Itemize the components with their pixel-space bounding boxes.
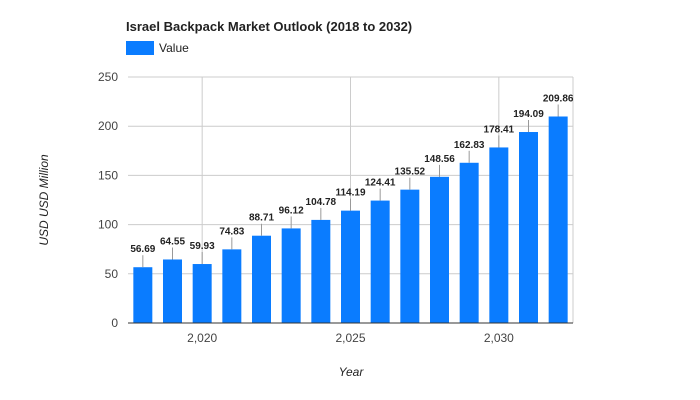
bar	[519, 132, 538, 323]
data-label: 194.09	[513, 109, 544, 120]
bar	[489, 147, 509, 323]
data-label: 88.71	[249, 213, 274, 224]
data-label: 96.12	[279, 205, 304, 216]
bar	[192, 264, 212, 323]
data-label: 209.86	[543, 93, 574, 104]
y-axis-title: USD USD Million	[37, 154, 51, 246]
data-label: 148.56	[424, 154, 455, 165]
data-labels: 56.69 64.55 59.93 74.83 88.71 96.12104.78114.…	[130, 93, 574, 268]
data-label: 64.55	[160, 236, 185, 247]
legend-label: Value	[159, 41, 189, 55]
x-tick-label: 2,025	[335, 331, 365, 345]
bar	[281, 228, 301, 323]
y-tick-label: 100	[98, 218, 118, 232]
data-label: 162.83	[454, 140, 485, 151]
bar	[370, 200, 390, 323]
data-label: 56.69	[130, 244, 155, 255]
bar	[133, 267, 153, 323]
data-label: 178.41	[484, 124, 515, 135]
bars	[133, 116, 568, 323]
bar	[459, 162, 479, 323]
y-tick-label: 50	[105, 267, 119, 281]
axes: 0 50 100 150 200 250 2,020 2,025 2,030	[98, 70, 573, 345]
y-tick-label: 0	[111, 316, 118, 330]
data-label: 135.52	[395, 167, 426, 178]
bar	[341, 210, 360, 323]
bar	[311, 219, 331, 323]
bar	[430, 176, 449, 323]
legend[interactable]: Value	[126, 41, 189, 55]
chart-title: Israel Backpack Market Outlook (2018 to …	[126, 19, 412, 34]
bar	[400, 189, 420, 323]
y-tick-label: 200	[98, 119, 118, 133]
data-label: 114.19	[335, 188, 365, 199]
gridlines	[128, 76, 574, 323]
bar	[252, 235, 271, 323]
legend-swatch	[126, 41, 154, 55]
bar	[163, 259, 182, 323]
y-tick-label: 250	[98, 70, 118, 84]
bar	[548, 116, 568, 323]
x-tick-label: 2,020	[187, 331, 217, 345]
data-label: 124.41	[365, 178, 396, 189]
data-label: 74.83	[219, 226, 244, 237]
data-label: 104.78	[306, 197, 337, 208]
y-tick-label: 150	[98, 168, 118, 182]
x-axis-title: Year	[339, 365, 365, 379]
bar	[222, 249, 242, 323]
x-tick-label: 2,030	[484, 331, 514, 345]
data-label: 59.93	[190, 241, 215, 252]
